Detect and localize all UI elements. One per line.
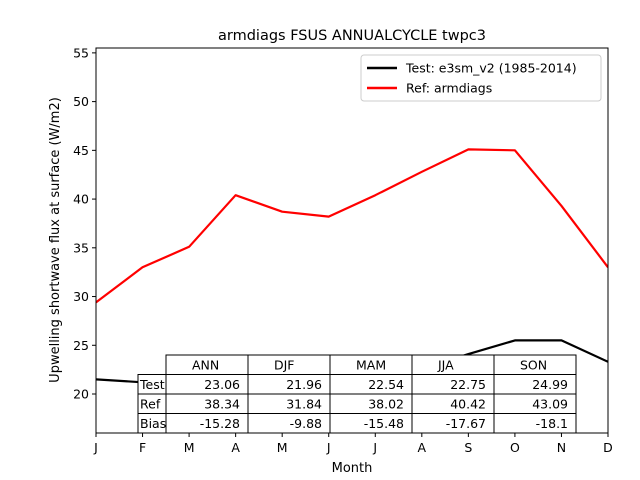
x-tick-label: M	[184, 440, 195, 455]
x-tick-label: J	[326, 440, 331, 455]
table-cell-value: -17.67	[446, 416, 486, 431]
table-cell-value: 38.02	[368, 397, 404, 412]
y-tick-label: 25	[73, 338, 89, 353]
table-cell-value: 24.99	[532, 377, 568, 392]
y-tick-label: 30	[73, 289, 89, 304]
table-cell-value: -15.48	[364, 416, 404, 431]
table-row-label: Bias	[140, 416, 166, 431]
y-tick-label: 50	[73, 94, 89, 109]
x-tick-label: A	[231, 440, 240, 455]
y-tick-label: 55	[73, 45, 89, 60]
summary-table: ANN DJF MAM JJA SON Test 23.06 21.96 22.54 22.75 2…	[137, 354, 577, 434]
x-tick-label: O	[510, 440, 520, 455]
x-tick-label: F	[139, 440, 146, 455]
legend-label-ref: Ref: armdiags	[406, 81, 492, 96]
x-tick-label: M	[277, 440, 288, 455]
y-axis-label: Upwelling shortwave flux at surface (W/m…	[48, 97, 63, 383]
y-axis-ticks: 20 25 30 35 40 45 50 55	[73, 45, 96, 402]
table-cell-value: 31.84	[286, 397, 322, 412]
x-axis-label: Month	[332, 461, 373, 476]
y-tick-label: 20	[73, 387, 89, 402]
chart-title: armdiags FSUS ANNUALCYCLE twpc3	[218, 28, 486, 44]
x-tick-label: J	[93, 440, 98, 455]
y-tick-label: 45	[73, 143, 89, 158]
x-tick-label: A	[418, 440, 427, 455]
table-cell-value: 22.54	[368, 377, 404, 392]
table-cell-value: 40.42	[450, 397, 486, 412]
table-cell-value: -18.1	[536, 416, 568, 431]
x-tick-label: S	[464, 440, 472, 455]
table-header-label: DJF	[274, 358, 295, 373]
table-cell-value: 23.06	[204, 377, 240, 392]
x-tick-label: J	[372, 440, 377, 455]
axes-frame	[95, 47, 609, 434]
x-tick-label: D	[603, 440, 613, 455]
y-tick-label: 35	[73, 240, 89, 255]
table-cell-value: 21.96	[286, 377, 322, 392]
legend: Test: e3sm_v2 (1985-2014) Ref: armdiags	[360, 54, 602, 102]
table-cell-value: -15.28	[200, 416, 240, 431]
legend-box	[360, 54, 602, 102]
table-row-label: Ref	[140, 397, 161, 412]
series-line-1	[96, 148, 608, 304]
table-header-label: JJA	[437, 358, 454, 373]
table-row-label: Test	[139, 377, 165, 392]
table-header-label: SON	[520, 358, 547, 373]
legend-label-test: Test: e3sm_v2 (1985-2014)	[405, 61, 577, 76]
y-tick-label: 40	[73, 192, 89, 207]
table-cell-value: 22.75	[450, 377, 486, 392]
table-cell-value: 38.34	[204, 397, 240, 412]
table-cell-value: -9.88	[290, 416, 322, 431]
table-header-label: ANN	[192, 358, 219, 373]
x-tick-label: N	[557, 440, 566, 455]
table-cell-value: 43.09	[532, 397, 568, 412]
table-header-label: MAM	[356, 358, 386, 373]
